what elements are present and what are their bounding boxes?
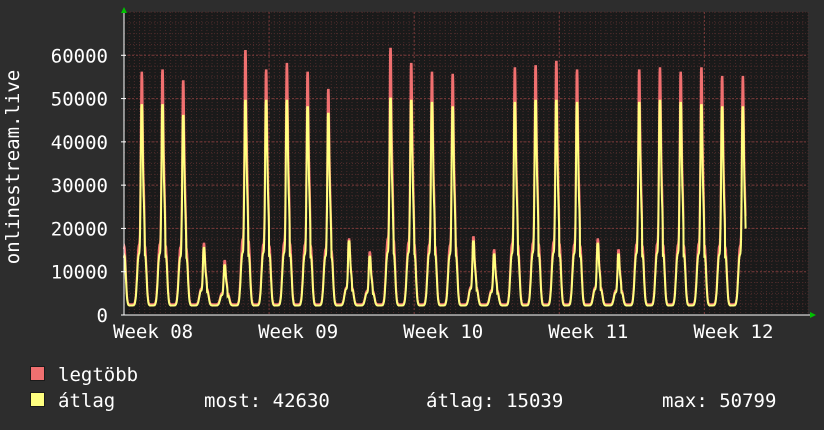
axes [121, 7, 816, 318]
x-tick-label: Week 12 [693, 321, 773, 343]
y-tick-label: 10000 [51, 262, 108, 284]
y-tick-label: 30000 [51, 175, 108, 197]
stat-atlag: átlag: 15039 [426, 390, 564, 412]
x-tick-label: Week 10 [403, 321, 483, 343]
x-axis-arrow-icon [810, 312, 816, 318]
stat-most: most: 42630 [204, 390, 330, 412]
series-line-atlag [123, 97, 747, 307]
series-layer [123, 47, 747, 307]
legend-item-atlag: átlag most: 42630 átlag: 15039 max: 5079… [30, 388, 820, 414]
y-tick-label: 20000 [51, 218, 108, 240]
x-tick-label: Week 11 [548, 321, 628, 343]
x-tick-label: Week 09 [258, 321, 338, 343]
stat-max: max: 50799 [662, 390, 777, 412]
y-tick-label: 40000 [51, 132, 108, 154]
y-axis-label: onlinestream.live [2, 70, 24, 264]
y-tick-labels: 0 10000 20000 30000 40000 50000 60000 [51, 45, 108, 327]
legend: legtöbb átlag most: 42630 átlag: 15039 m… [30, 362, 820, 414]
legend-label-atlag: átlag [58, 390, 116, 412]
y-tick-label: 50000 [51, 89, 108, 111]
y-tick-label: 60000 [51, 45, 108, 67]
legend-label-legtobb: legtöbb [58, 364, 139, 386]
legend-swatch-atlag [30, 392, 45, 407]
y-tick-label: 0 [97, 305, 108, 327]
y-axis-arrow-icon [121, 7, 127, 13]
legend-item-legtobb: legtöbb [30, 362, 820, 388]
legend-swatch-legtobb [30, 366, 45, 381]
x-tick-label: Week 08 [113, 321, 193, 343]
x-tick-labels: Week 08 Week 09 Week 10 Week 11 Week 12 [113, 321, 773, 343]
